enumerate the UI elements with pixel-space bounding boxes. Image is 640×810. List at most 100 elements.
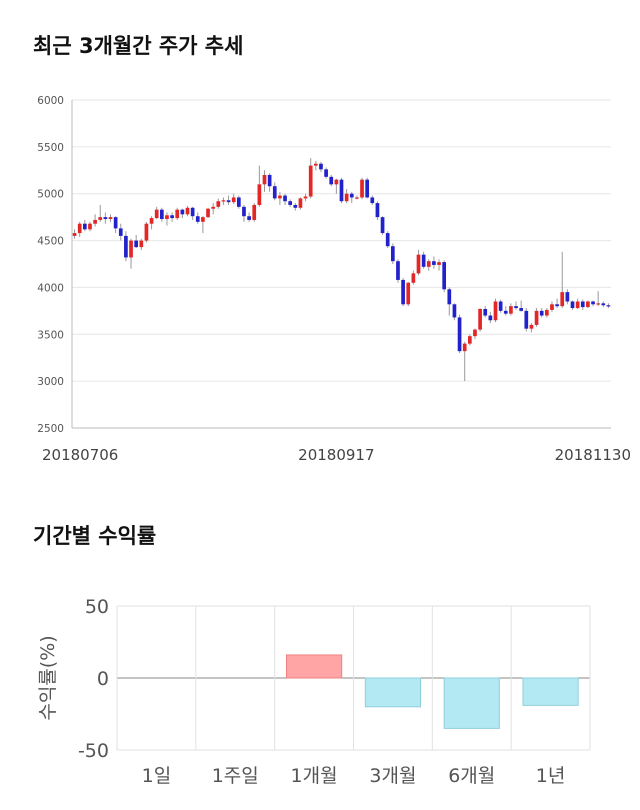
candle-body — [267, 174, 272, 187]
candle-body — [206, 208, 210, 218]
candle-body — [144, 223, 149, 241]
candle-body — [524, 310, 529, 329]
candle-body — [601, 303, 606, 306]
candle-body — [118, 228, 123, 236]
candle-body — [534, 310, 539, 325]
candles — [72, 158, 611, 382]
returns-bar — [364, 677, 422, 708]
candle-body — [550, 304, 554, 310]
candle-body — [509, 306, 513, 314]
candle-body — [201, 217, 205, 222]
candle-body — [82, 223, 87, 230]
candle-body — [288, 201, 293, 205]
price-x-tick-label: 20180706 — [42, 446, 118, 464]
candle-body — [349, 193, 354, 198]
candle-body — [283, 195, 287, 202]
candle-body — [313, 163, 318, 166]
candle-body — [555, 304, 559, 307]
candle-body — [390, 246, 395, 262]
candle-body — [365, 179, 370, 198]
candle-body — [159, 209, 164, 220]
candle-body — [129, 240, 133, 258]
candle-body — [139, 240, 144, 248]
candle-body — [236, 197, 241, 207]
candle-body — [570, 301, 575, 309]
returns-grid — [116, 605, 591, 751]
returns-bar — [443, 677, 500, 729]
candle-body — [226, 200, 231, 203]
candle-body — [185, 207, 190, 215]
candle-body — [195, 216, 200, 222]
candle-body — [498, 301, 503, 311]
candle-body — [360, 179, 364, 198]
candle-body — [432, 261, 436, 265]
candle-body — [565, 292, 570, 302]
candle-body — [606, 305, 611, 307]
candle-body — [539, 310, 544, 316]
candle-body — [308, 165, 313, 197]
candle-body — [170, 215, 174, 219]
candle-body — [544, 309, 549, 316]
candle-body — [406, 282, 411, 305]
price-x-tick-label: 20181130 — [555, 446, 631, 464]
returns-x-tick-label: 6개월 — [448, 765, 495, 787]
candle-body — [478, 308, 482, 330]
candle-body — [231, 197, 236, 203]
candle-body — [421, 254, 426, 267]
price-x-tick-labels: 20180706 20180917 20181130 — [42, 446, 631, 464]
candle-body — [252, 204, 257, 220]
candle-body — [262, 174, 267, 185]
candle-body — [124, 235, 128, 258]
candle-body — [93, 219, 97, 224]
candle-body — [473, 329, 477, 337]
candle-body — [278, 195, 282, 199]
candle-body — [98, 217, 103, 220]
returns-y-tick-label: 50 — [85, 596, 109, 618]
candle-body — [385, 233, 390, 247]
price-trend-title: 최근 3개월간 주가 추세 — [33, 34, 244, 58]
candle-body — [77, 223, 82, 234]
candle-body — [247, 216, 251, 220]
price-y-tick-labels: 6000 5500 5000 4500 4000 3500 3000 2500 — [37, 95, 64, 435]
returns-x-tick-label: 3개월 — [369, 765, 416, 787]
candle-body — [586, 301, 590, 308]
candle-body — [108, 217, 113, 220]
candle-body — [370, 197, 375, 204]
candle-body — [298, 198, 303, 208]
candle-body — [452, 304, 457, 318]
returns-bars — [285, 654, 579, 729]
price-y-tick-label: 5500 — [37, 142, 64, 154]
returns-x-tick-label: 1주일 — [212, 765, 259, 787]
returns-bar — [285, 654, 343, 679]
candle-body — [257, 184, 262, 205]
candle-body — [324, 169, 328, 177]
price-y-tick-label: 5000 — [37, 189, 64, 201]
returns-title: 기간별 수익률 — [33, 524, 157, 548]
price-grid — [72, 99, 611, 429]
candle-body — [113, 217, 118, 229]
candle-body — [467, 336, 472, 344]
price-y-tick-label: 3000 — [37, 376, 64, 388]
price-x-tick-label: 20180917 — [298, 446, 374, 464]
candle-body — [416, 254, 421, 274]
candle-body — [442, 262, 447, 290]
candle-body — [529, 324, 534, 329]
candle-body — [580, 301, 585, 308]
candle-body — [411, 273, 416, 283]
candle-body — [216, 201, 221, 207]
price-y-tick-label: 6000 — [37, 95, 64, 107]
candle-body — [88, 223, 92, 230]
candle-body — [355, 197, 359, 199]
candle-body — [447, 289, 452, 305]
candle-body — [149, 218, 154, 224]
candle-body — [319, 163, 323, 170]
returns-x-tick-labels: 1일 1주일 1개월 3개월 6개월 1년 — [142, 765, 566, 787]
candle-body — [190, 207, 195, 217]
candle-body — [154, 209, 159, 219]
candle-body — [344, 193, 349, 202]
candle-body — [175, 209, 180, 219]
candle-body — [303, 196, 308, 199]
returns-bar-chart: 수익률(%) 50 0 -50 1일 1주일 1개월 3개월 6개월 1년 — [37, 596, 591, 787]
price-y-tick-label: 3500 — [37, 329, 64, 341]
returns-x-tick-label: 1년 — [536, 765, 566, 787]
